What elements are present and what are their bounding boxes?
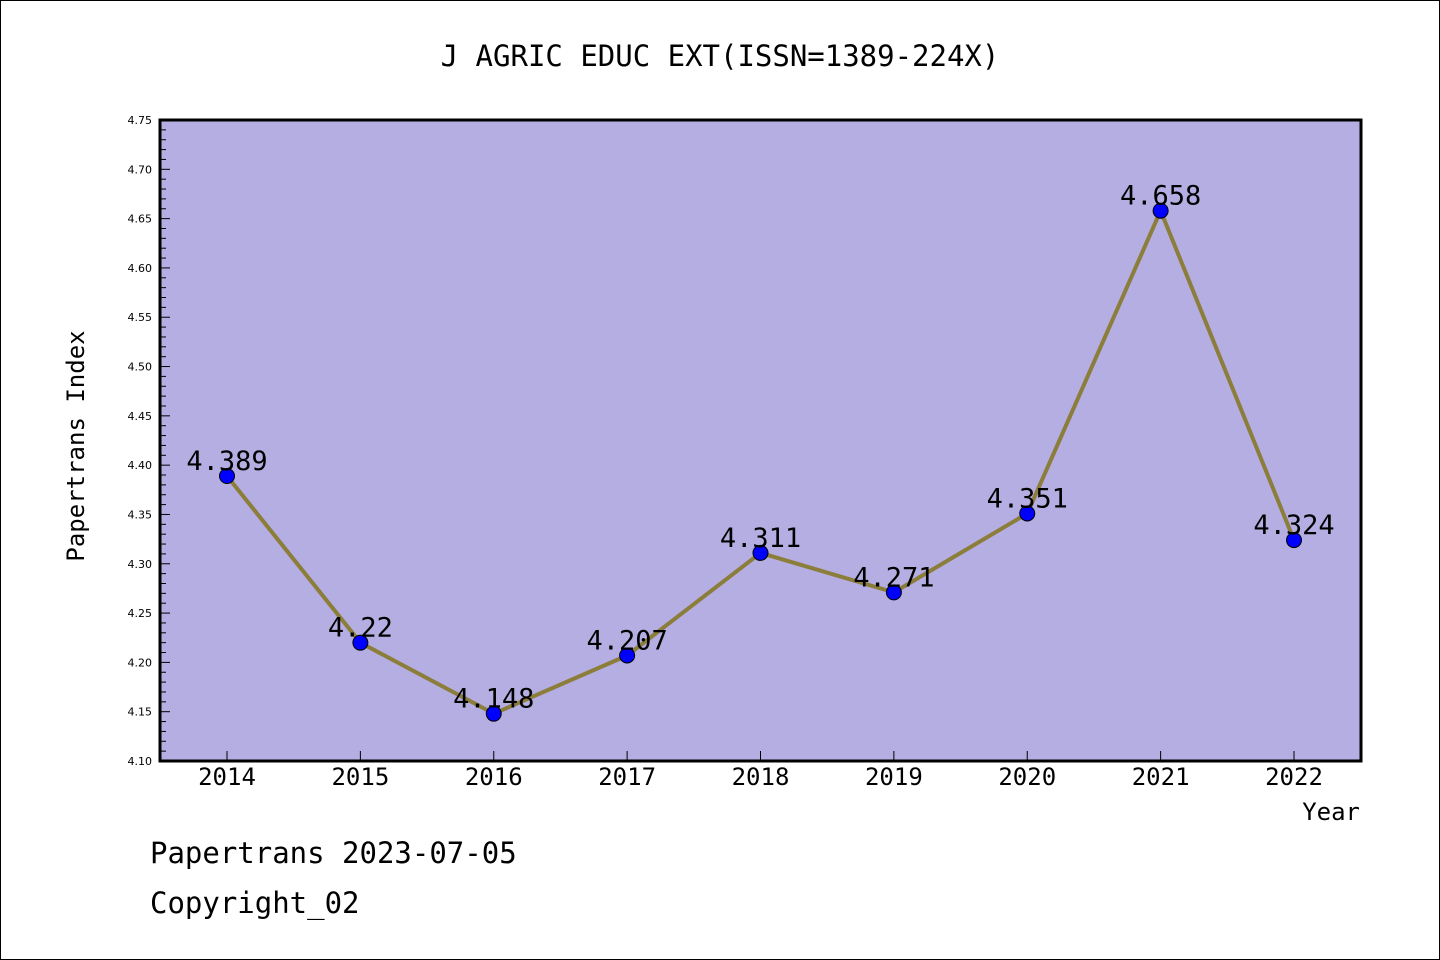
x-tick-label: 2021	[1132, 763, 1190, 791]
y-tick-label: 4.15	[128, 706, 153, 719]
y-tick-label: 4.45	[128, 410, 153, 423]
x-axis-label: Year	[1302, 798, 1360, 826]
y-tick-label: 4.40	[128, 459, 153, 472]
x-ticks	[226, 751, 1295, 761]
y-tick-label: 4.55	[128, 311, 153, 324]
plot-area	[158, 118, 1363, 763]
footer-date: Papertrans 2023-07-05	[150, 836, 517, 870]
y-tick-label: 4.25	[128, 607, 153, 620]
y-tick-labels: 4.10 4.15 4.20 4.25 4.30 4.35 4.40 4.45 4.50 4.55…	[128, 114, 153, 768]
x-tick-label: 2020	[998, 763, 1056, 791]
y-tick-label: 4.35	[128, 508, 153, 521]
y-axis-label: Papertrans Index	[62, 330, 90, 561]
data-point	[1286, 532, 1302, 549]
data-label: 4.658	[1120, 181, 1201, 212]
data-point	[619, 647, 636, 664]
x-tick-label: 2016	[465, 763, 523, 791]
y-tick-label: 4.50	[128, 361, 153, 374]
data-labels: 4.389 4.22 4.148 4.207 4.311 4.271 4.351 4.658 4…	[186, 181, 1334, 715]
data-label: 4.389	[186, 446, 267, 477]
y-tick-label: 4.20	[128, 656, 153, 669]
y-tick-label: 4.75	[128, 114, 153, 127]
footer-copyright: Copyright_02	[150, 886, 360, 920]
y-tick-label: 4.70	[128, 163, 153, 176]
data-label: 4.271	[853, 562, 934, 593]
y-minor-ticks	[160, 119, 170, 762]
chart-title: J AGRIC EDUC EXT(ISSN=1389-224X)	[441, 39, 1000, 73]
data-label: 4.324	[1253, 510, 1334, 541]
x-tick-label: 2018	[732, 763, 790, 791]
y-tick-label: 4.60	[128, 262, 153, 275]
y-tick-label: 4.10	[128, 755, 153, 768]
data-markers	[219, 202, 1302, 722]
x-tick-label: 2014	[198, 763, 256, 791]
data-label: 4.22	[328, 613, 393, 644]
data-point	[1019, 505, 1036, 522]
x-tick-label: 2015	[331, 763, 389, 791]
data-point	[752, 544, 769, 561]
x-tick-label: 2019	[865, 763, 923, 791]
data-point	[885, 584, 902, 601]
x-tick-label: 2017	[598, 763, 656, 791]
y-tick-label: 4.30	[128, 558, 153, 571]
data-label: 4.148	[453, 684, 534, 715]
data-point	[352, 634, 369, 651]
data-point	[219, 468, 235, 485]
data-label: 4.351	[987, 483, 1068, 514]
data-label: 4.207	[586, 625, 667, 656]
data-point	[1152, 202, 1169, 219]
x-tick-labels: 2014 2015 2016 2017 2018 2019 2020 2021 2022	[198, 763, 1323, 791]
y-tick-label: 4.65	[128, 213, 153, 226]
x-tick-label: 2022	[1265, 763, 1323, 791]
data-point	[485, 705, 502, 722]
data-label: 4.311	[720, 523, 801, 554]
